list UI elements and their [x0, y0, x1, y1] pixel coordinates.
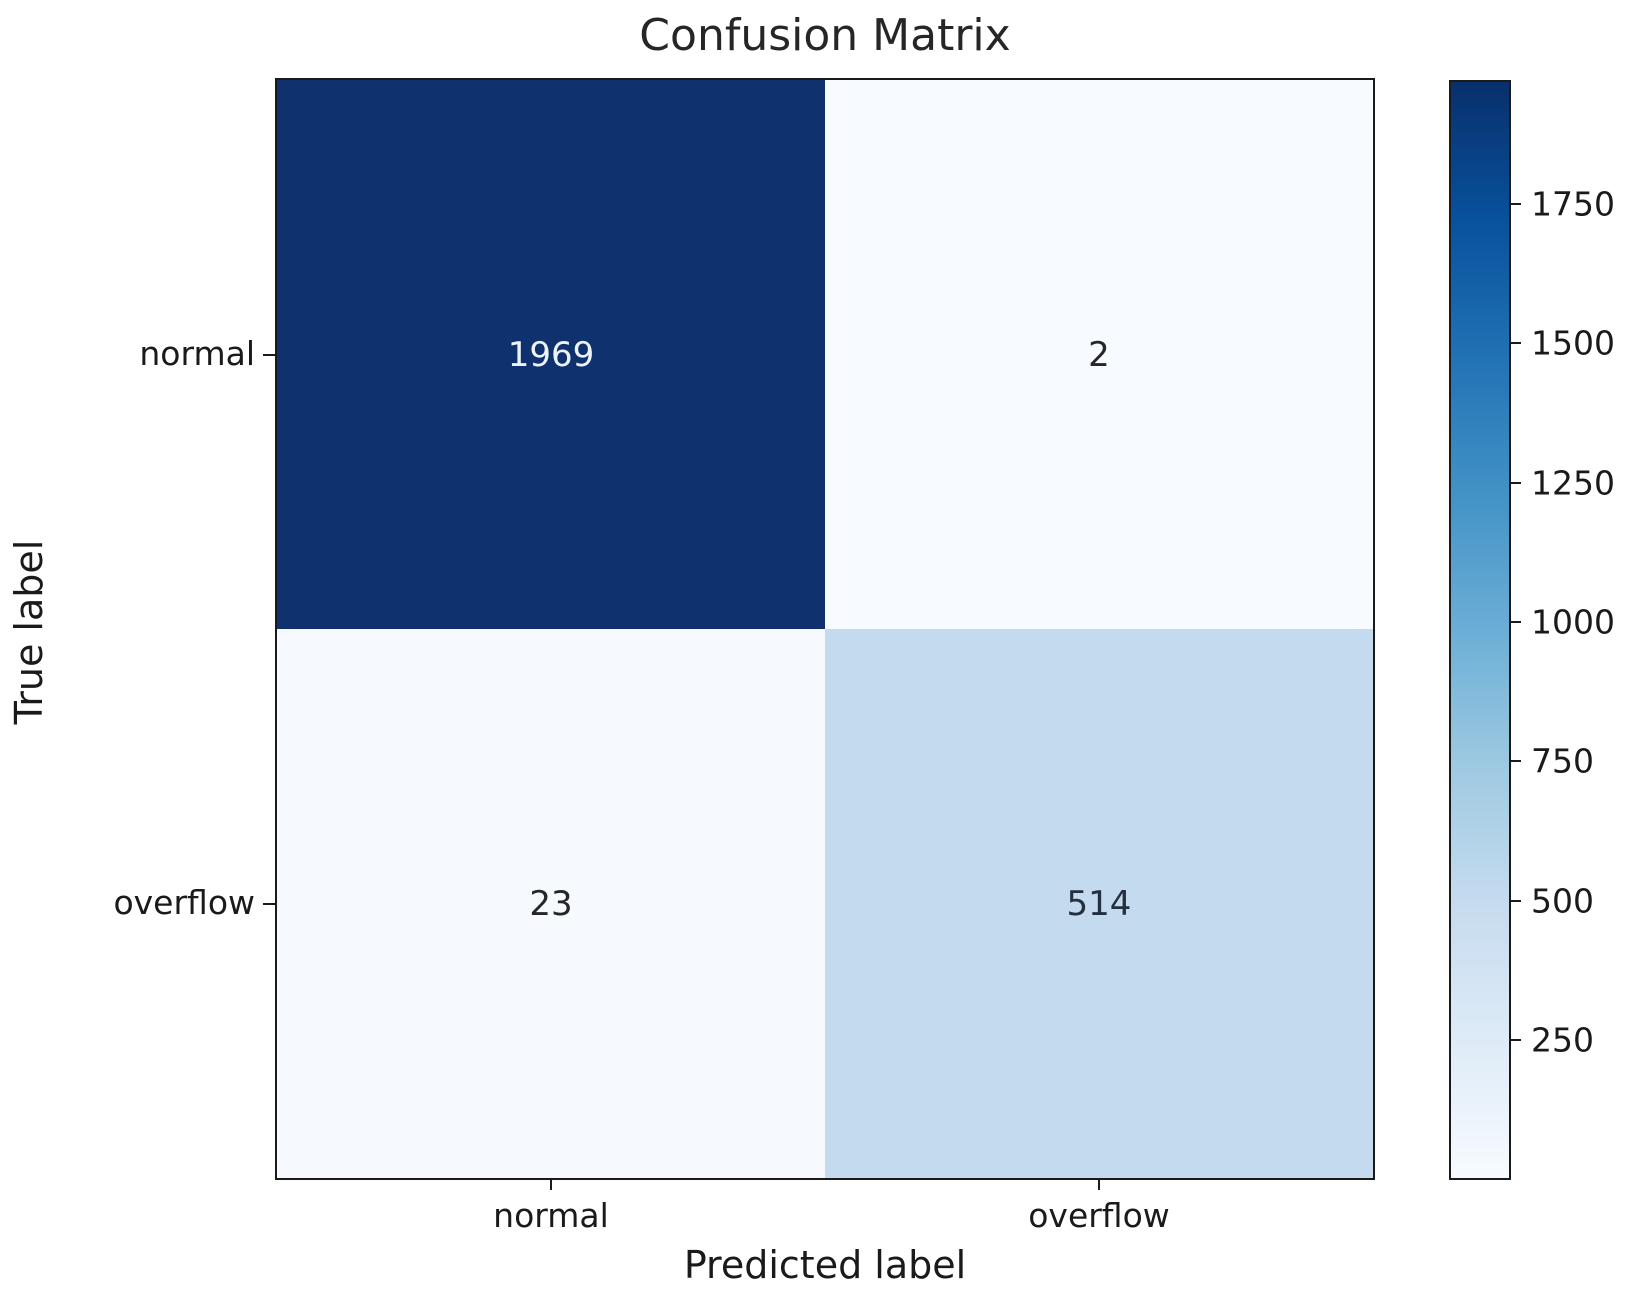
- x-tick-label: normal: [493, 1196, 609, 1235]
- y-tick-mark: [263, 902, 275, 905]
- colorbar-tick-mark: [1509, 342, 1521, 345]
- x-tick-label: overflow: [1028, 1196, 1170, 1235]
- cell-value: 23: [529, 883, 573, 924]
- matrix-cell: 2: [825, 80, 1373, 629]
- colorbar-tick-label: 750: [1531, 741, 1594, 781]
- colorbar-tick-mark: [1509, 203, 1521, 206]
- colorbar-tick-label: 1000: [1531, 602, 1615, 642]
- colorbar-tick-mark: [1509, 760, 1521, 763]
- matrix-cell: 1969: [277, 80, 825, 629]
- cell-value: 514: [1066, 883, 1132, 924]
- heatmap-plot-area: 1969 2 23 514: [275, 78, 1375, 1180]
- y-axis-label: True label: [7, 539, 51, 725]
- y-tick-mark: [263, 353, 275, 356]
- x-tick-mark: [550, 1178, 552, 1190]
- colorbar-tick-mark: [1509, 620, 1521, 623]
- chart-title: Confusion Matrix: [639, 10, 1011, 61]
- y-tick-label: overflow: [113, 882, 255, 922]
- x-tick-mark: [1098, 1178, 1100, 1190]
- colorbar: [1449, 80, 1511, 1180]
- y-tick-label: normal: [139, 333, 255, 373]
- colorbar-tick-mark: [1509, 1038, 1521, 1041]
- colorbar-tick-mark: [1509, 899, 1521, 902]
- colorbar-tick-label: 1500: [1531, 323, 1615, 363]
- matrix-cell: 23: [277, 629, 825, 1178]
- cell-value: 1969: [507, 334, 595, 375]
- colorbar-tick-mark: [1509, 481, 1521, 484]
- colorbar-tick-label: 1250: [1531, 463, 1615, 503]
- cell-value: 2: [1088, 334, 1110, 375]
- colorbar-tick-label: 1750: [1531, 184, 1615, 224]
- x-axis-label: Predicted label: [683, 1243, 967, 1287]
- colorbar-tick-label: 250: [1531, 1020, 1594, 1060]
- matrix-cell: 514: [825, 629, 1373, 1178]
- colorbar-tick-label: 500: [1531, 881, 1594, 921]
